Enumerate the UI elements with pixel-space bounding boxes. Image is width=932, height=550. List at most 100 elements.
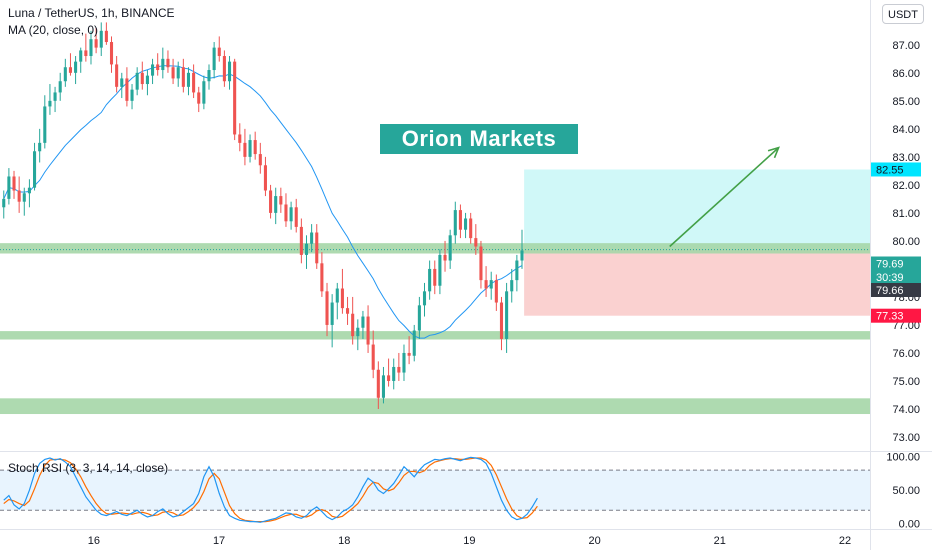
candle-body bbox=[304, 243, 309, 255]
candle-body bbox=[387, 375, 391, 381]
candle-body bbox=[315, 232, 319, 264]
candle-body bbox=[248, 140, 252, 157]
candle-body bbox=[222, 56, 226, 82]
candle-body bbox=[402, 352, 406, 373]
candle-body bbox=[227, 61, 232, 82]
candle-body bbox=[243, 142, 247, 157]
candle-body bbox=[284, 204, 288, 222]
candle-body bbox=[156, 64, 160, 71]
candle-body bbox=[202, 81, 206, 104]
candle-body bbox=[505, 291, 509, 339]
y-tick-label: 83.00 bbox=[892, 152, 920, 164]
candle-body bbox=[376, 369, 380, 398]
candle-body bbox=[89, 39, 93, 57]
candle-body bbox=[310, 232, 314, 244]
candle-body bbox=[207, 70, 211, 82]
candle-body bbox=[63, 67, 67, 82]
x-tick-label: 16 bbox=[88, 535, 100, 547]
candle-body bbox=[484, 280, 488, 289]
y-tick-label: 75.00 bbox=[892, 376, 920, 388]
y-tick-label: 76.00 bbox=[892, 348, 920, 360]
currency-button[interactable]: USDT bbox=[882, 4, 924, 24]
y-tick-label: 82.00 bbox=[892, 180, 920, 192]
candle-body bbox=[238, 134, 242, 143]
symbol-title: Luna / TetherUS, 1h, BINANCE bbox=[8, 6, 175, 20]
candle-body bbox=[299, 226, 303, 255]
candle-body bbox=[279, 196, 283, 205]
target-zone bbox=[524, 169, 870, 250]
candle-body bbox=[115, 64, 119, 87]
trend-arrow bbox=[669, 147, 780, 248]
candle-body bbox=[27, 187, 31, 194]
candle-body bbox=[371, 344, 375, 370]
candle-body bbox=[33, 151, 37, 188]
candle-body bbox=[479, 246, 483, 281]
candle-body bbox=[104, 30, 108, 43]
candle-body bbox=[397, 366, 401, 373]
price-tag-countdown-text: 30:39 bbox=[876, 272, 904, 284]
price-tag-target bbox=[871, 162, 921, 177]
candle-body bbox=[151, 64, 155, 76]
x-tick-label: 19 bbox=[463, 535, 475, 547]
candle-body bbox=[351, 313, 355, 337]
ma-line bbox=[3, 65, 523, 339]
candle-body bbox=[58, 81, 62, 93]
price-tag-entry-text: 79.69 bbox=[876, 259, 904, 271]
price-tag-stop-text: 77.33 bbox=[876, 311, 904, 323]
stop-zone bbox=[524, 249, 870, 316]
stoch-rsi-label[interactable]: Stoch RSI (3, 3, 14, 14, close) bbox=[8, 461, 169, 475]
y-tick-label: 84.00 bbox=[892, 124, 920, 136]
candle-body bbox=[233, 61, 237, 135]
price-tag-target-text: 82.55 bbox=[876, 164, 904, 176]
candle-body bbox=[43, 106, 47, 143]
candle-body bbox=[166, 58, 170, 68]
candle-body bbox=[499, 302, 504, 339]
candle-body bbox=[161, 58, 165, 71]
support-zone bbox=[0, 243, 870, 254]
x-tick-label: 18 bbox=[338, 535, 350, 547]
candle-body bbox=[356, 327, 360, 337]
x-tick-label: 17 bbox=[213, 535, 225, 547]
candle-body bbox=[392, 366, 396, 381]
candle-body bbox=[94, 39, 98, 48]
candle-body bbox=[469, 218, 473, 239]
candle-body bbox=[294, 207, 298, 227]
candle-body bbox=[181, 67, 185, 87]
candle-body bbox=[438, 254, 442, 286]
x-tick-label: 20 bbox=[588, 535, 600, 547]
candle-body bbox=[176, 67, 180, 79]
candle-body bbox=[74, 61, 78, 73]
candle-body bbox=[274, 196, 278, 213]
candle-body bbox=[99, 30, 103, 48]
ma-indicator-label[interactable]: MA (20, close, 0) bbox=[8, 23, 99, 37]
x-tick-label: 22 bbox=[839, 535, 851, 547]
candle-body bbox=[515, 260, 519, 281]
candle-body bbox=[109, 42, 114, 65]
price-tag-countdown bbox=[871, 270, 921, 284]
candle-body bbox=[2, 198, 6, 208]
candle-body bbox=[212, 47, 216, 71]
candle-body bbox=[253, 140, 257, 155]
candle-body bbox=[140, 72, 144, 85]
y-tick-label: 77.00 bbox=[892, 320, 920, 332]
stoch-y-tick-label: 100.00 bbox=[886, 452, 920, 464]
candle-body bbox=[217, 47, 221, 57]
candle-body bbox=[48, 100, 52, 107]
stoch-y-tick-label: 0.00 bbox=[899, 519, 920, 531]
y-tick-label: 86.00 bbox=[892, 68, 920, 80]
candle-body bbox=[7, 176, 11, 199]
candle-body bbox=[192, 72, 196, 93]
candle-body bbox=[130, 89, 134, 101]
candle-body bbox=[135, 72, 139, 90]
candle-body bbox=[53, 92, 57, 101]
candle-body bbox=[320, 263, 324, 292]
candle-body bbox=[433, 268, 437, 286]
support-zone bbox=[0, 398, 870, 415]
support-zone bbox=[0, 331, 870, 340]
y-tick-label: 85.00 bbox=[892, 96, 920, 108]
candle-body bbox=[325, 291, 329, 325]
candle-body bbox=[366, 316, 370, 345]
candle-body bbox=[269, 190, 273, 213]
candle-body bbox=[464, 218, 468, 230]
